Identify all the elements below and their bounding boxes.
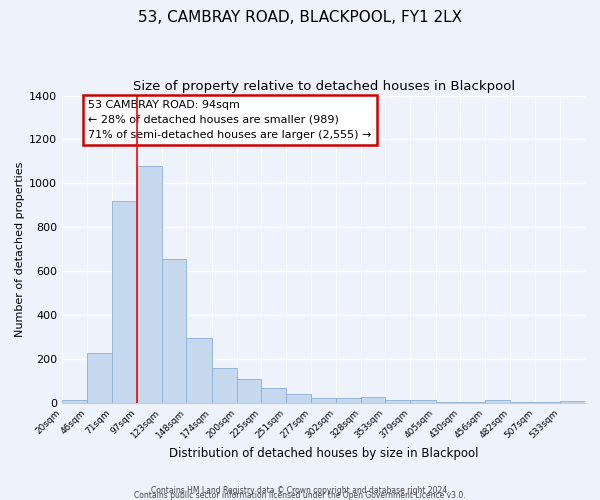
Bar bbox=[261, 388, 286, 403]
Bar bbox=[311, 398, 336, 403]
Bar bbox=[187, 338, 212, 403]
Bar bbox=[560, 402, 585, 403]
Bar bbox=[410, 400, 436, 403]
Bar bbox=[436, 402, 460, 403]
Bar bbox=[137, 166, 162, 403]
Bar bbox=[460, 402, 485, 403]
X-axis label: Distribution of detached houses by size in Blackpool: Distribution of detached houses by size … bbox=[169, 447, 478, 460]
Bar bbox=[212, 368, 237, 403]
Bar bbox=[336, 398, 361, 403]
Bar bbox=[88, 353, 112, 403]
Text: Contains public sector information licensed under the Open Government Licence v3: Contains public sector information licen… bbox=[134, 490, 466, 500]
Bar bbox=[385, 400, 410, 403]
Bar bbox=[112, 201, 137, 403]
Bar bbox=[162, 259, 187, 403]
Bar bbox=[361, 396, 385, 403]
Bar bbox=[511, 402, 535, 403]
Title: Size of property relative to detached houses in Blackpool: Size of property relative to detached ho… bbox=[133, 80, 515, 93]
Y-axis label: Number of detached properties: Number of detached properties bbox=[15, 162, 25, 337]
Text: 53, CAMBRAY ROAD, BLACKPOOL, FY1 2LX: 53, CAMBRAY ROAD, BLACKPOOL, FY1 2LX bbox=[138, 10, 462, 25]
Text: Contains HM Land Registry data © Crown copyright and database right 2024.: Contains HM Land Registry data © Crown c… bbox=[151, 486, 449, 495]
Text: 53 CAMBRAY ROAD: 94sqm
← 28% of detached houses are smaller (989)
71% of semi-de: 53 CAMBRAY ROAD: 94sqm ← 28% of detached… bbox=[88, 100, 371, 140]
Bar bbox=[286, 394, 311, 403]
Bar bbox=[535, 402, 560, 403]
Bar bbox=[237, 380, 261, 403]
Bar bbox=[485, 400, 511, 403]
Bar bbox=[62, 400, 88, 403]
